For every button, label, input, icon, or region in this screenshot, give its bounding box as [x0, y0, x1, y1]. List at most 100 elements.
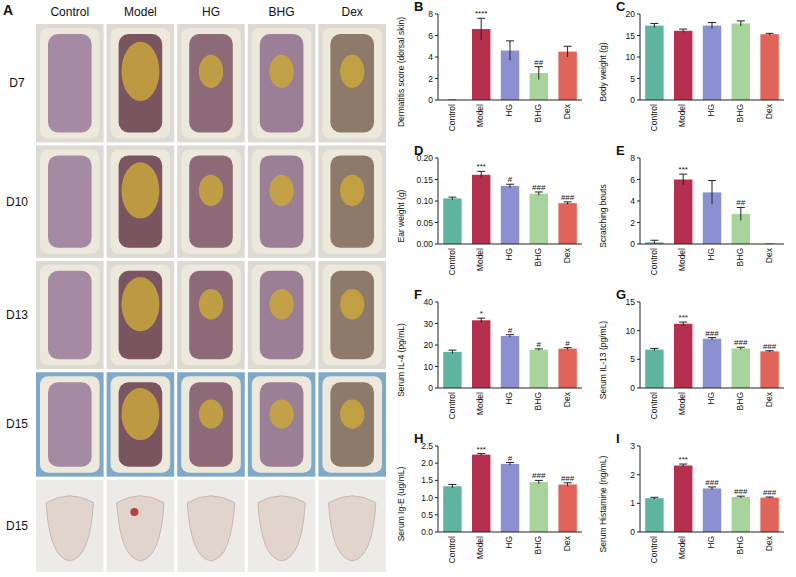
error-line: [538, 192, 539, 195]
bar: [558, 485, 576, 532]
error-bar: [448, 197, 456, 200]
y-tick: [435, 463, 438, 464]
y-tick-label: 6: [630, 175, 635, 185]
photo-bg: [36, 372, 104, 476]
significance: ###: [532, 471, 546, 480]
fur: [111, 28, 171, 138]
y-tick-label: 2.0: [421, 458, 433, 468]
y-tick-label: 10: [626, 326, 636, 336]
y-tick-label: 10: [424, 362, 434, 372]
y-tick-label: 2: [428, 74, 433, 84]
panel-letter: E: [616, 143, 625, 158]
bar: [472, 175, 490, 244]
significance: ***: [679, 455, 688, 464]
photo-bg: [107, 145, 175, 257]
photo-bg: [36, 261, 104, 369]
error-bar: [506, 335, 514, 338]
y-tick: [637, 35, 640, 36]
skin: [119, 382, 163, 466]
y-tick-label: 0.15: [416, 175, 433, 185]
y-tick-label: 0.0: [421, 527, 433, 537]
x-tick-label: Model: [475, 536, 485, 559]
skin: [48, 34, 92, 132]
x-tick-label: Dex: [562, 391, 572, 407]
lesion: [340, 399, 364, 428]
marks: [448, 18, 576, 100]
panel-letter: B: [414, 0, 423, 14]
bar-chart: B02468ControlModelHGBHGDex****##Dermatit…: [396, 0, 582, 131]
error-line: [740, 21, 741, 26]
error-bar: [506, 184, 514, 187]
fur: [111, 149, 171, 253]
lesion: [269, 55, 293, 88]
skin: [330, 271, 374, 359]
x-tick-label: Dex: [562, 103, 572, 119]
error-bar: [477, 18, 485, 40]
significance: ###: [705, 478, 719, 487]
skin: [119, 155, 163, 247]
photo-bg: [248, 145, 316, 257]
bar: [472, 320, 490, 388]
bar-chart: G051015ControlModelHGBHGDex***#########S…: [598, 287, 784, 419]
x-tick-label: Dex: [764, 247, 774, 263]
photo-bg: [107, 24, 175, 142]
lesion: [121, 388, 159, 440]
ear-photo: [117, 496, 164, 561]
y-tick-label: 0.00: [416, 239, 433, 249]
y-axis: [640, 302, 641, 388]
y-tick: [637, 302, 640, 303]
y-tick-label: 20: [626, 9, 636, 19]
fur: [40, 28, 100, 138]
lesion: [199, 175, 223, 206]
lesion: [199, 55, 223, 88]
photo-bg: [318, 145, 386, 257]
photo-bg: [36, 24, 104, 142]
error-bar: [650, 23, 658, 27]
bar: [674, 31, 692, 100]
bar: [674, 465, 692, 532]
y-tick-label: 0.20: [416, 153, 433, 163]
bar: [501, 464, 519, 532]
error-bar: [477, 318, 485, 322]
photo-bg: [318, 24, 386, 142]
x-axis: [438, 100, 582, 101]
bar: [645, 350, 663, 388]
error-line: [538, 480, 539, 483]
y-tick: [435, 323, 438, 324]
fur: [322, 376, 382, 472]
error-bar: [564, 46, 572, 57]
x-axis: [640, 244, 784, 245]
x-tick-label: Model: [677, 248, 687, 271]
bar: [472, 455, 490, 532]
bar: [530, 350, 548, 388]
error-bar: [535, 480, 543, 483]
significance: ###: [763, 488, 777, 497]
ear-photo: [329, 496, 376, 561]
x-tick-label: BHG: [735, 104, 745, 122]
error-bar: [679, 174, 687, 185]
y-tick: [637, 57, 640, 58]
y-tick: [637, 158, 640, 159]
bar: [760, 351, 778, 388]
fur: [40, 376, 100, 472]
error-cap: [737, 20, 745, 21]
lesion: [340, 175, 364, 206]
error-bar: [535, 67, 543, 80]
bar: [674, 324, 692, 388]
lesion: [269, 399, 293, 428]
lesion: [269, 289, 293, 319]
error-bar: [564, 348, 572, 350]
skin: [330, 382, 374, 466]
y-tick-label: 4: [428, 52, 433, 62]
lesion: [121, 277, 159, 331]
y-tick-label: 2.5: [421, 441, 433, 451]
column-label: HG: [202, 5, 220, 19]
bar-chart: F010203040ControlModelHGBHGDex*###Serum …: [396, 287, 582, 419]
row-label: D15: [6, 417, 28, 431]
photo-bg: [177, 261, 245, 369]
significance: #: [508, 326, 513, 335]
y-tick-label: 15: [626, 297, 636, 307]
error-line: [683, 29, 684, 32]
x-tick-label: HG: [706, 104, 716, 117]
bar: [703, 339, 721, 388]
